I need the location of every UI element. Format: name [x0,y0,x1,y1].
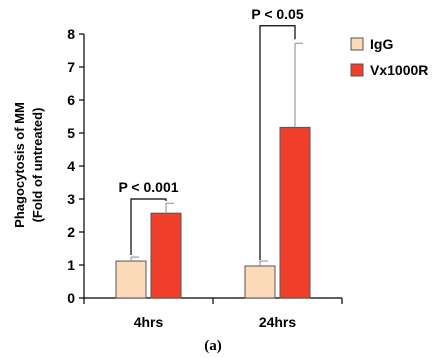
significance-label: P < 0.001 [118,179,178,195]
y-tick-label: 5 [67,125,75,141]
bar [244,265,276,299]
y-tick-label: 3 [67,191,75,207]
x-tick-label: 4hrs [134,314,164,330]
bars [115,126,311,299]
y-tick-label: 6 [67,92,75,108]
significance-bracket [130,198,167,256]
figure-caption: (a) [204,338,222,354]
error-bars [130,42,303,266]
legend-label: IgG [370,36,393,52]
y-tick-label: 8 [67,26,75,42]
x-axis: 4hrs 24hrs [83,297,343,330]
bar [150,212,182,299]
y-axis-label-line1: Phagocytosis of MM [12,102,27,228]
significance-label: P < 0.05 [251,6,304,22]
bar [115,260,147,299]
y-tick-label: 4 [67,158,75,174]
legend-swatch [350,63,364,77]
y-axis-label-line2: (Fold of untreated) [30,108,45,223]
x-tick-label: 24hrs [259,314,297,330]
y-tick-label: 7 [67,59,75,75]
legend: IgG Vx1000R [350,36,428,78]
bar [279,126,311,299]
y-axis: 0 1 2 3 4 5 6 7 8 [67,26,85,306]
y-tick-label: 0 [67,290,75,306]
legend-label: Vx1000R [370,62,428,78]
legend-swatch [350,37,364,51]
significance-annotations: P < 0.001 P < 0.05 [118,6,304,260]
y-tick-label: 1 [67,257,75,273]
significance-bracket [259,25,296,260]
y-tick-label: 2 [67,224,75,240]
